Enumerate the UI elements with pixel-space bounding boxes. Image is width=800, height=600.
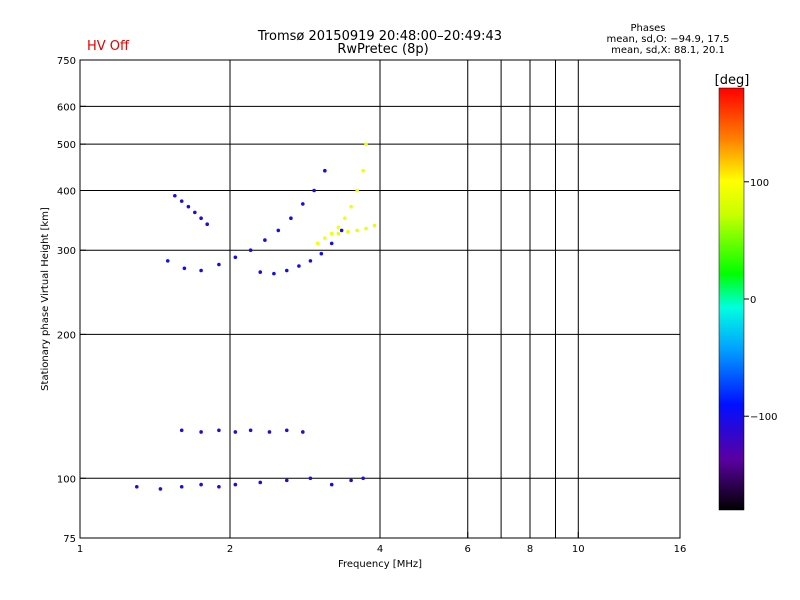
axis-ticks: 1 2 4 6 8 10 16 75 100 200 300 400 500 600 750 [57, 56, 686, 555]
data-point [258, 480, 263, 485]
data-point [205, 222, 209, 227]
data-point [312, 188, 316, 193]
data-point [336, 231, 341, 236]
data-point [165, 259, 170, 263]
data-point [233, 430, 238, 434]
x-tick-label: 16 [674, 544, 687, 555]
data-point [267, 430, 272, 434]
data-point [217, 262, 221, 267]
data-point [179, 428, 184, 433]
y-tick-label: 400 [57, 186, 76, 197]
data-point [308, 476, 313, 481]
data-point [343, 216, 347, 221]
data-point [258, 270, 263, 274]
y-axis-label: Stationary phase Virtual Height [km] [40, 207, 51, 391]
plot-frame [79, 59, 681, 539]
data-points [134, 142, 377, 491]
data-point [276, 228, 281, 233]
grid-lines [80, 60, 680, 538]
data-point [349, 204, 353, 209]
data-point [301, 202, 305, 206]
x-tick-label: 8 [527, 544, 533, 555]
y-tick-label: 200 [57, 330, 76, 341]
data-point [329, 482, 334, 487]
colorbar-ticks: 100 0 −100 [744, 178, 777, 423]
data-point [349, 478, 353, 483]
x-tick-label: 6 [465, 544, 471, 555]
data-point [199, 430, 203, 434]
data-point [217, 484, 221, 489]
x-tick-label: 4 [377, 544, 383, 555]
data-point [319, 251, 324, 256]
data-point [346, 229, 350, 234]
data-point [355, 228, 359, 233]
x-axis-label: Frequency [MHz] [338, 559, 422, 570]
stats-line-o: mean, sd,O: −94.9, 17.5 [607, 34, 730, 45]
data-point [179, 199, 184, 203]
data-point [308, 259, 313, 263]
data-point [361, 168, 365, 173]
data-point [179, 484, 184, 489]
data-point [263, 238, 267, 242]
data-point [186, 204, 191, 209]
colorbar-tick-label: −100 [750, 412, 777, 423]
y-tick-label: 75 [63, 534, 76, 545]
data-point [364, 142, 368, 146]
data-point [199, 268, 203, 273]
data-point [248, 428, 253, 433]
data-point [297, 264, 301, 268]
colorbar-tick-label: 0 [750, 295, 756, 306]
chart-title: Tromsø 20150919 20:48:00–20:49:43 [257, 29, 502, 44]
data-point [315, 241, 320, 246]
colorbar-unit-label: [deg] [715, 73, 750, 88]
data-point [173, 193, 177, 198]
data-point [248, 248, 253, 253]
data-point [364, 226, 368, 231]
data-point [289, 216, 293, 221]
data-point [217, 428, 221, 433]
data-point [199, 216, 203, 221]
x-tick-label: 1 [77, 544, 83, 555]
data-point [355, 188, 359, 193]
data-point [134, 484, 139, 489]
x-tick-label: 2 [227, 544, 233, 555]
data-point [339, 228, 344, 233]
data-point [233, 482, 238, 487]
data-point [329, 241, 334, 246]
hv-status-label: HV Off [87, 39, 130, 54]
colorbar-tick-label: 100 [750, 178, 769, 189]
data-point [372, 223, 377, 228]
data-point [193, 210, 197, 215]
y-tick-label: 600 [57, 102, 76, 113]
data-point [272, 271, 276, 276]
data-point [284, 428, 289, 433]
x-tick-label: 10 [572, 544, 585, 555]
data-point [233, 255, 238, 260]
data-point [301, 430, 305, 434]
data-point [329, 231, 334, 236]
data-point [199, 482, 203, 487]
stats-line-x: mean, sd,X: 88.1, 20.1 [611, 45, 725, 56]
data-point [284, 478, 289, 483]
colorbar [718, 87, 745, 511]
data-point [323, 236, 327, 240]
data-point [323, 168, 327, 173]
y-tick-label: 500 [57, 140, 76, 151]
stats-heading: Phases [630, 23, 665, 34]
y-tick-label: 750 [57, 56, 76, 67]
y-tick-label: 300 [57, 246, 76, 257]
data-point [336, 225, 341, 230]
data-point [284, 268, 289, 273]
data-point [158, 487, 163, 491]
chart-subtitle: RwPretec (8p) [337, 42, 428, 57]
data-point [361, 476, 365, 481]
data-point [182, 266, 187, 271]
y-tick-label: 100 [57, 474, 76, 485]
